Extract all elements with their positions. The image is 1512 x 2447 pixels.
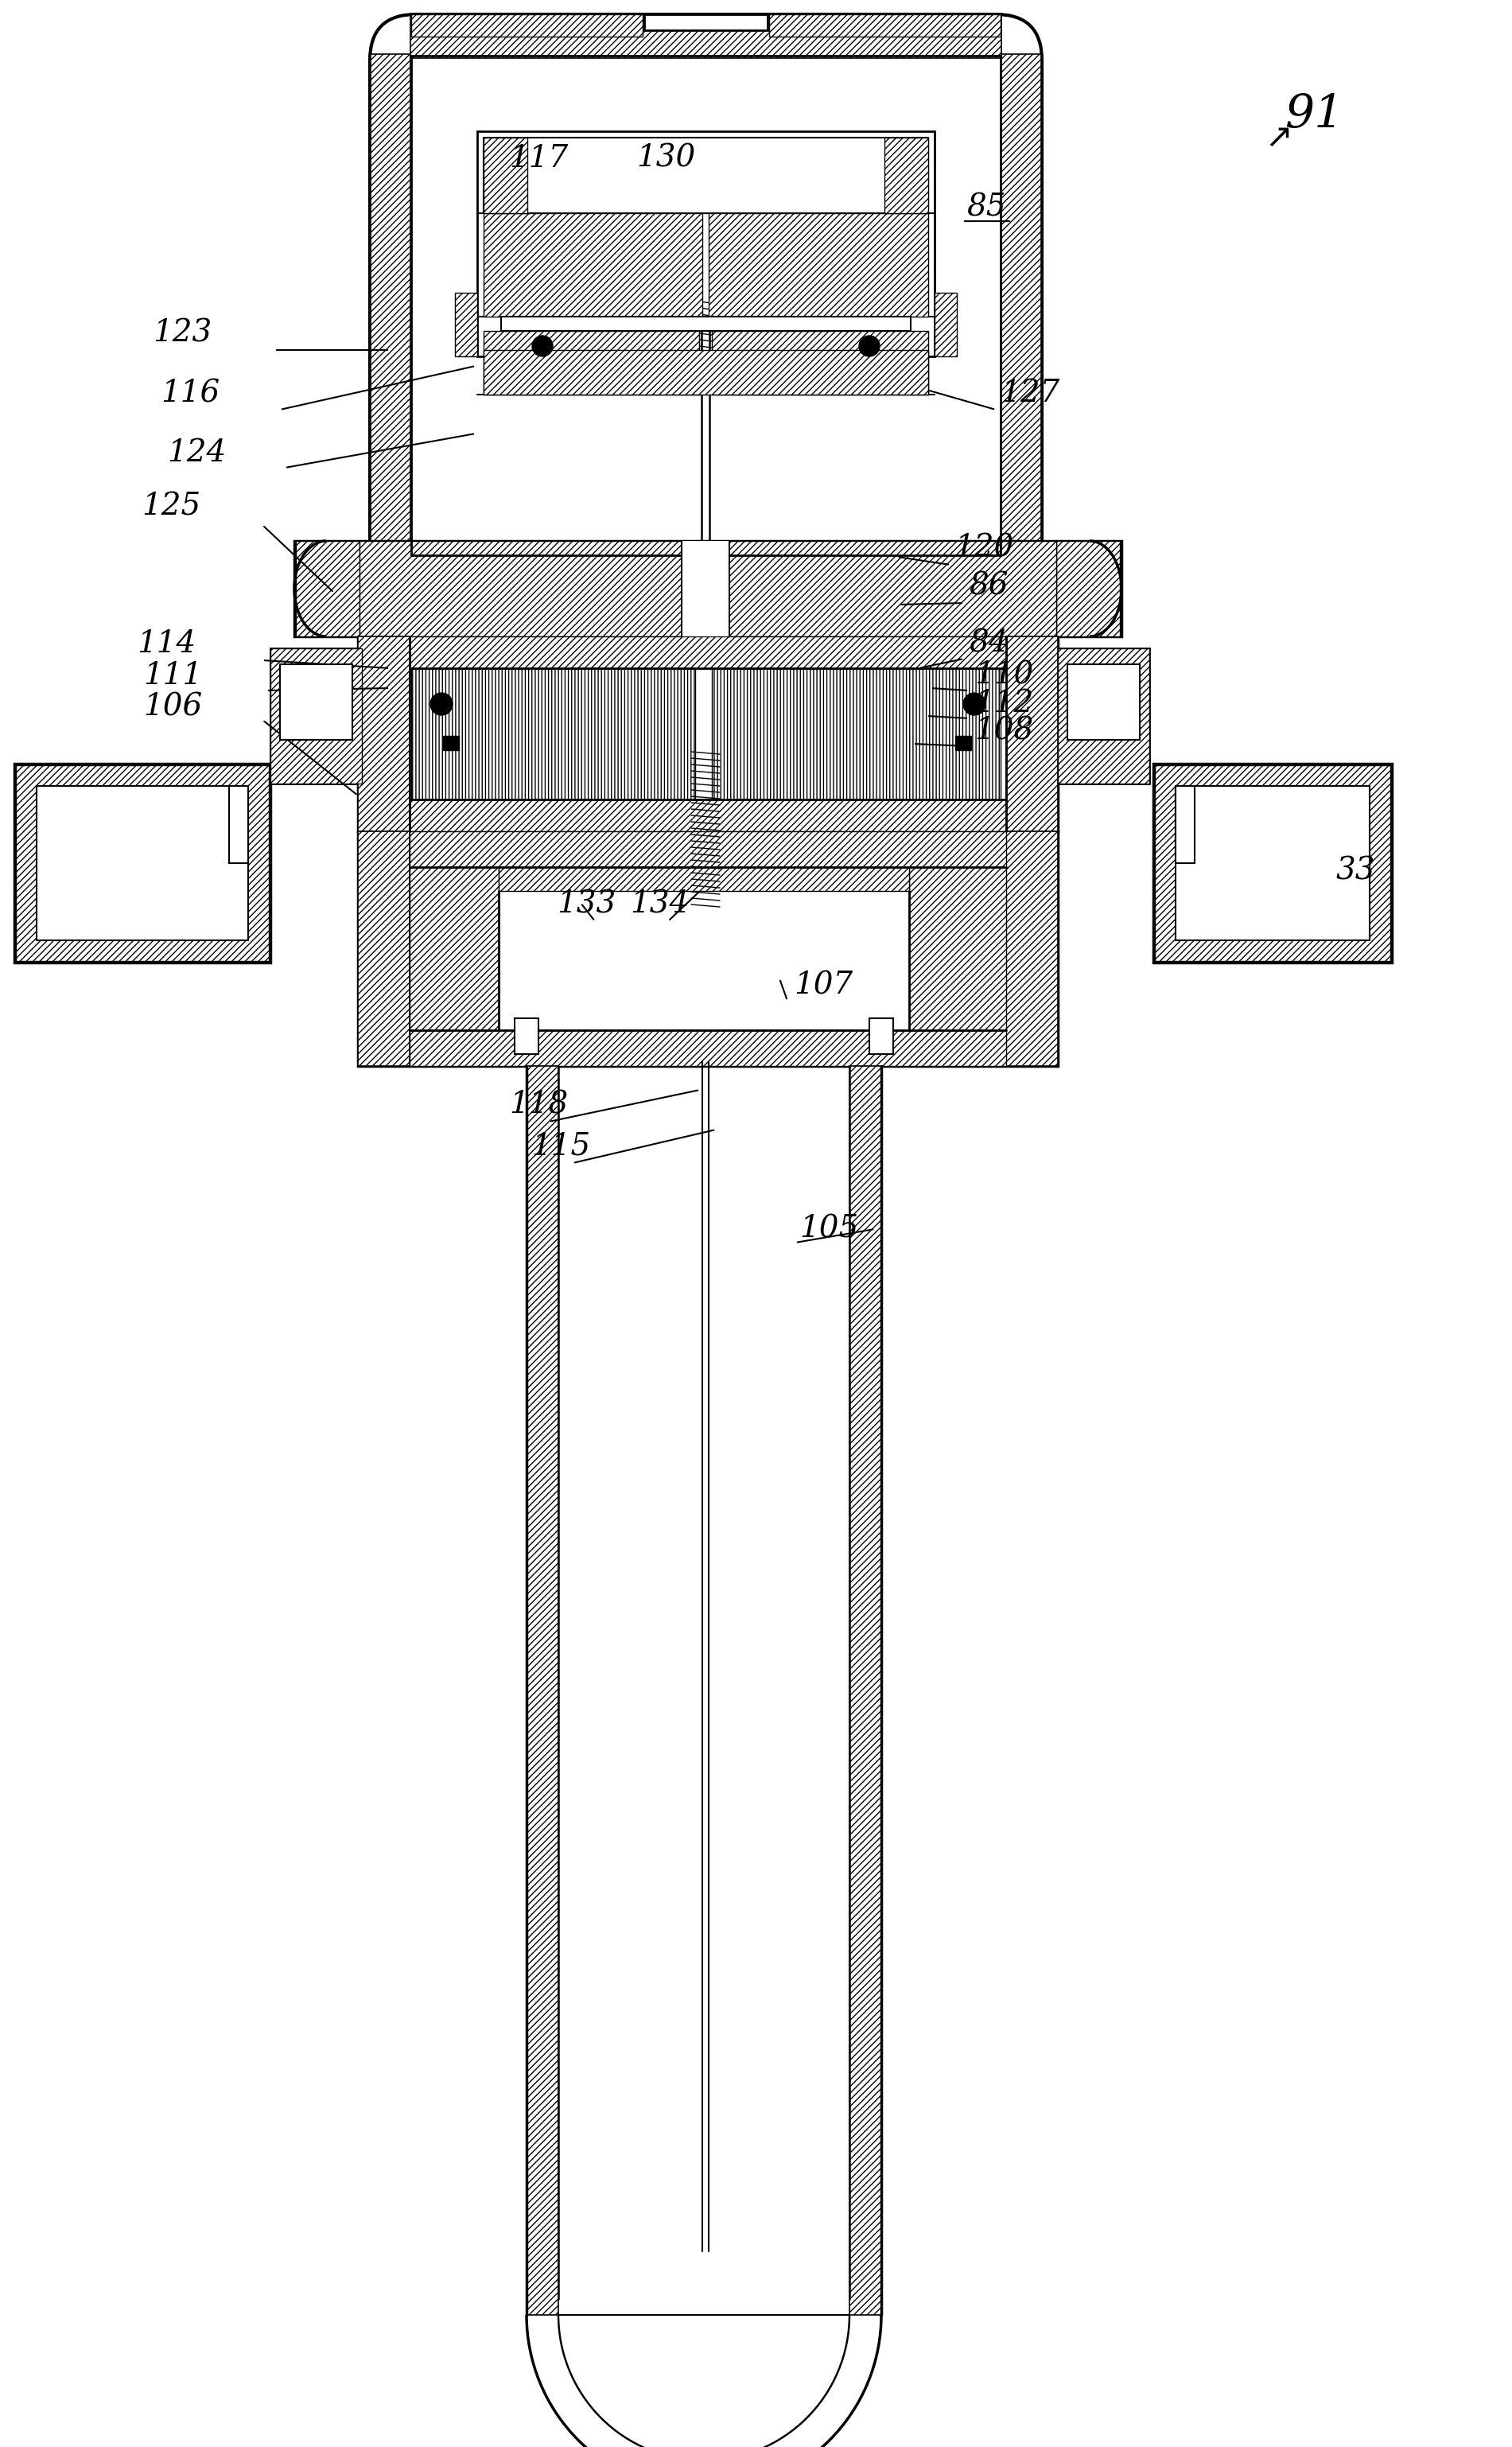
Text: 115: 115 [531,1133,590,1162]
Bar [1001,54,1042,558]
Bar [909,866,1005,1030]
Text: 125: 125 [142,492,201,521]
Text: 110: 110 [974,661,1033,690]
Bar [411,668,696,800]
Text: 114: 114 [136,629,197,658]
Bar [1058,648,1149,783]
Bar [712,330,928,394]
Circle shape [431,693,452,715]
Bar [484,330,699,394]
Bar [358,832,1058,1067]
Text: 124: 124 [166,438,227,467]
Bar [443,737,460,751]
Bar [410,17,1001,59]
Circle shape [532,335,553,357]
Bar [1005,832,1058,1067]
Bar [36,785,248,940]
Bar [1154,763,1393,962]
Bar [1175,785,1370,940]
Bar [1057,541,1120,636]
Bar [1155,766,1391,962]
Bar [410,832,1005,866]
Bar [410,866,499,1030]
Bar [770,15,1001,37]
Bar [1058,648,1149,783]
Bar [956,737,971,751]
Bar [14,763,271,962]
Text: 108: 108 [974,717,1033,746]
Bar [484,137,928,213]
Text: 84: 84 [969,629,1009,658]
Text: 85: 85 [966,193,1005,223]
Text: 118: 118 [510,1091,569,1121]
Bar [682,541,729,636]
Bar [712,541,1057,636]
Bar [514,1018,538,1055]
Text: 133: 133 [556,891,615,920]
Text: ↗: ↗ [1264,120,1293,154]
Text: 111: 111 [144,661,203,690]
Bar [280,663,352,739]
Bar [228,785,248,864]
Bar [526,1067,558,2315]
Bar [1175,785,1194,864]
Bar [17,766,269,962]
Text: 86: 86 [969,573,1009,602]
Bar [296,541,360,636]
FancyBboxPatch shape [370,15,1042,597]
Text: 112: 112 [974,690,1033,719]
Bar [484,213,702,316]
Bar [410,636,1005,668]
Bar [358,636,1058,832]
Bar [358,832,410,1067]
Bar [358,636,410,832]
Text: 120: 120 [954,533,1013,563]
Text: 33: 33 [1337,856,1376,886]
Text: 127: 127 [1001,379,1060,409]
Text: 116: 116 [160,379,219,409]
Bar [644,15,768,29]
Bar [885,137,928,213]
Circle shape [859,335,880,357]
Bar [455,294,478,357]
Bar [709,213,928,316]
Text: 123: 123 [153,318,212,347]
Bar [850,1067,881,2315]
Bar [869,1018,894,1055]
Bar [484,350,928,394]
Bar [934,294,957,357]
Text: 134: 134 [631,891,689,920]
Bar [484,137,528,213]
Bar [411,15,643,37]
Bar [295,541,1122,636]
Bar [410,555,1001,597]
Bar [1067,663,1140,739]
Bar [478,132,934,357]
Bar [499,866,909,891]
Text: 105: 105 [800,1214,859,1243]
Circle shape [963,693,986,715]
Text: 117: 117 [510,144,569,174]
Text: 107: 107 [794,971,853,1001]
Text: 106: 106 [144,693,203,722]
Text: 91: 91 [1285,93,1344,137]
Bar [712,668,1001,800]
Bar [500,316,910,330]
Bar [370,54,410,558]
Bar [410,1030,1005,1067]
Bar [271,648,361,783]
Bar [410,800,1005,832]
Bar [360,541,699,636]
Bar [1005,636,1058,832]
Text: 130: 130 [637,144,696,174]
Bar [271,648,361,783]
